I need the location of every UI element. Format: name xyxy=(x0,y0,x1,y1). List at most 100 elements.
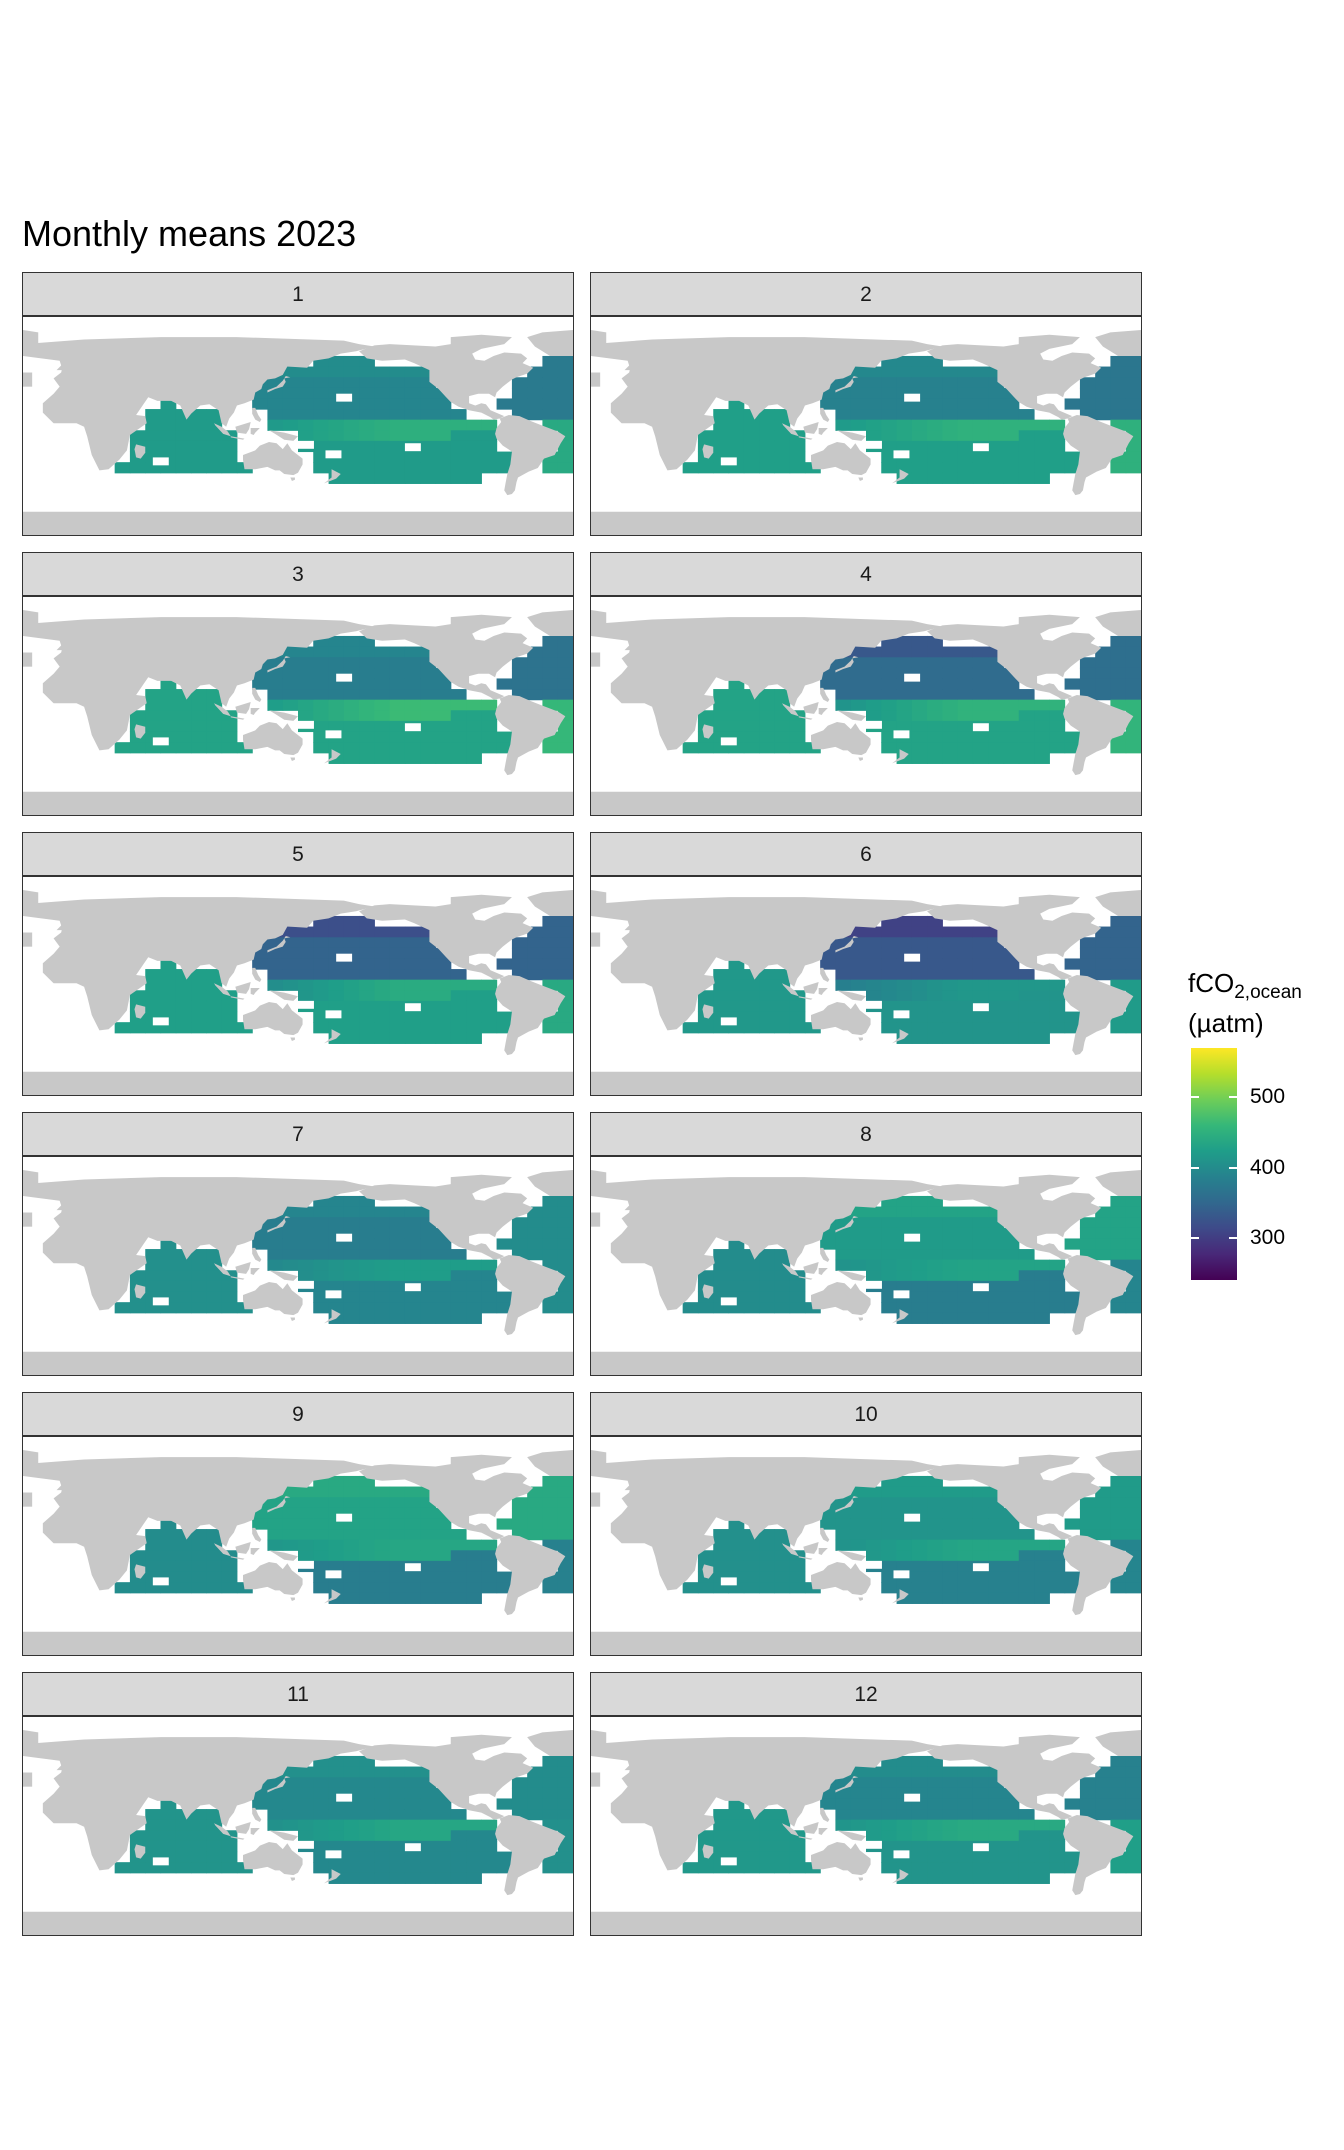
fco2-cell xyxy=(957,678,974,690)
land-mass xyxy=(858,757,863,761)
facet-strip-label: 6 xyxy=(590,832,1142,876)
fco2-cell xyxy=(374,710,391,722)
fco2-cell xyxy=(481,1550,498,1562)
fco2-cell xyxy=(404,1227,421,1240)
fco2-cell xyxy=(267,1238,284,1250)
fco2-cell xyxy=(389,1830,406,1842)
fco2-cell xyxy=(1049,1582,1066,1594)
fco2-cell xyxy=(496,1798,513,1810)
fco2-cell xyxy=(697,462,714,474)
fco2-cell xyxy=(191,1529,207,1541)
fco2-cell xyxy=(835,1238,852,1250)
fco2-cell xyxy=(896,1259,913,1271)
land-mass xyxy=(235,422,251,434)
fco2-cell xyxy=(1018,731,1035,743)
land-mass xyxy=(803,702,819,714)
fco2-cell xyxy=(1049,430,1066,442)
fco2-cell xyxy=(1110,387,1127,400)
fco2-cell xyxy=(972,1777,989,1789)
fco2-cell xyxy=(175,720,192,733)
land-mass xyxy=(252,967,262,983)
fco2-cell xyxy=(1003,462,1020,474)
fco2-cell xyxy=(942,667,959,680)
fco2-cell xyxy=(435,979,452,991)
fco2-cell xyxy=(759,742,775,754)
fco2-cell xyxy=(466,1000,482,1013)
fco2-cell xyxy=(697,742,714,754)
fco2-cell xyxy=(481,1560,498,1573)
fco2-cell xyxy=(343,1206,360,1218)
land-mass xyxy=(230,716,245,720)
fco2-cell xyxy=(145,440,162,453)
fco2-cell xyxy=(896,926,913,938)
fco2-cell xyxy=(527,409,544,421)
fco2-cell xyxy=(850,1249,867,1261)
fco2-cell xyxy=(542,947,559,960)
fco2-cell xyxy=(343,678,360,690)
fco2-cell xyxy=(759,1291,775,1303)
fco2-cell xyxy=(557,377,573,389)
fco2-cell xyxy=(557,1302,573,1314)
fco2-cell xyxy=(957,440,974,453)
fco2-cell xyxy=(1003,979,1020,991)
fco2-cell xyxy=(759,1539,775,1551)
fco2-cell xyxy=(835,1518,852,1530)
fco2-cell xyxy=(221,720,238,733)
fco2-cell xyxy=(866,366,882,378)
fco2-cell xyxy=(988,1798,1005,1810)
fco2-cell xyxy=(820,387,837,400)
land-mass xyxy=(495,1815,566,1896)
fco2-cell xyxy=(191,689,207,701)
fco2-cell xyxy=(972,1217,989,1229)
fco2-cell xyxy=(820,1507,837,1520)
data-gap xyxy=(336,1233,353,1242)
land-mass xyxy=(269,1830,298,1841)
fco2-cell xyxy=(911,678,928,690)
fco2-cell xyxy=(988,699,1005,711)
fco2-cell xyxy=(359,1259,375,1271)
fco2-cell xyxy=(542,1809,559,1821)
fco2-cell xyxy=(374,1497,391,1509)
fco2-cell xyxy=(359,752,375,764)
land-mass xyxy=(591,1492,601,1507)
fco2-cell xyxy=(206,1830,223,1842)
land-mass xyxy=(250,1267,260,1276)
fco2-cell xyxy=(420,1497,437,1509)
fco2-cell xyxy=(221,1550,238,1562)
fco2-cell xyxy=(1003,430,1020,442)
fco2-cell xyxy=(1110,731,1127,743)
fco2-cell xyxy=(911,1270,928,1282)
fco2-cell xyxy=(1125,1302,1141,1314)
fco2-cell xyxy=(404,1862,421,1874)
fco2-cell xyxy=(313,969,330,981)
fco2-cell xyxy=(1034,742,1050,754)
fco2-cell xyxy=(374,1032,391,1044)
fco2-cell xyxy=(835,1227,852,1240)
land-mass xyxy=(134,1004,146,1019)
fco2-cell xyxy=(420,1270,437,1282)
fco2-cell xyxy=(359,1862,375,1874)
land-mass xyxy=(267,656,291,673)
fco2-cell xyxy=(359,1032,375,1044)
fco2-cell xyxy=(728,1529,745,1541)
fco2-cell xyxy=(896,958,913,970)
fco2-cell xyxy=(1095,1529,1112,1541)
fco2-cell xyxy=(957,430,974,442)
fco2-cell xyxy=(988,969,1005,981)
fco2-cell xyxy=(927,1486,943,1498)
fco2-cell xyxy=(450,1539,467,1551)
facet-map xyxy=(22,316,574,536)
fco2-cell xyxy=(881,1291,898,1303)
fco2-cell xyxy=(820,1227,837,1240)
land-mass xyxy=(23,511,573,535)
fco2-cell xyxy=(343,430,360,442)
fco2-cell xyxy=(774,451,791,463)
fco2-cell xyxy=(542,1249,559,1261)
fco2-cell xyxy=(1034,1539,1050,1551)
fco2-cell xyxy=(221,990,238,1002)
fco2-cell xyxy=(206,1270,223,1282)
fco2-cell xyxy=(527,366,544,378)
fco2-cell xyxy=(313,1819,330,1831)
fco2-cell xyxy=(313,1539,330,1551)
fco2-cell xyxy=(988,990,1005,1002)
